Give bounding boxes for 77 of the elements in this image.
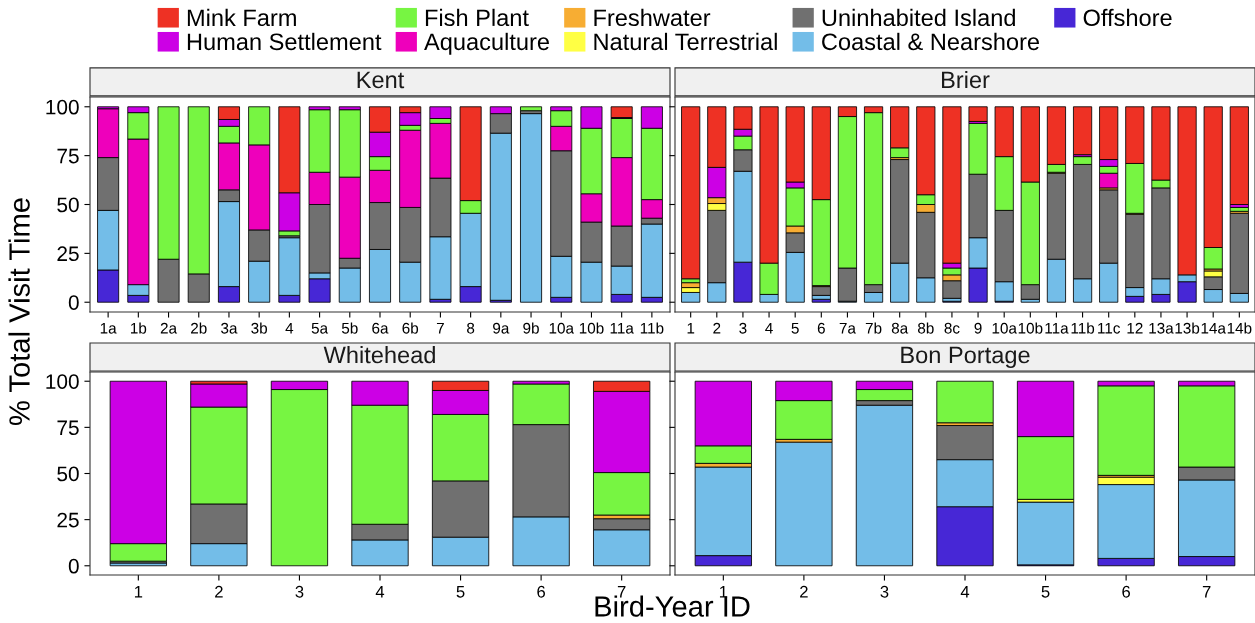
x-tick-label: 3a [221, 322, 238, 334]
x-tick-label: 12 [1127, 322, 1143, 334]
x-tick-label: 13a [1149, 322, 1174, 334]
y-tick-label: 100 [46, 374, 79, 389]
x-tick-label: 8a [891, 322, 909, 334]
y-axis-title: % Total Visit Time [8, 198, 30, 426]
y-tick-label: 75 [57, 148, 79, 164]
x-tick-label: 6 [817, 322, 825, 334]
chart-title: Brier [942, 70, 990, 89]
y-tick-label: 50 [57, 197, 79, 213]
x-tick-label: 10b [579, 322, 604, 334]
x-tick-label: 7b [865, 322, 882, 334]
x-tick-label: 2 [800, 585, 808, 598]
legend-label: Mink Farm [187, 8, 296, 27]
legend-label: Fish Plant [425, 8, 529, 27]
x-tick-label: 3b [251, 322, 268, 334]
x-tick-label: 3 [295, 585, 304, 598]
x-tick-label: 9b [523, 322, 539, 334]
y-tick-label: 0 [68, 295, 79, 310]
x-tick-label: 2 [713, 322, 721, 334]
x-tick-label: 2a [160, 322, 178, 334]
x-tick-label: 11b [640, 322, 664, 334]
x-tick-label: 4 [375, 586, 385, 598]
x-tick-label: 3 [739, 322, 747, 334]
x-tick-label: 10a [549, 322, 574, 334]
x-tick-label: 5 [456, 586, 465, 598]
x-tick-label: 8b [917, 322, 934, 334]
x-tick-label: 4 [765, 322, 773, 334]
chart-title: Bon Portage [901, 346, 1030, 368]
x-tick-label: 1a [100, 322, 117, 334]
x-tick-label: 9a [493, 322, 510, 334]
x-tick-label: 14a [1201, 322, 1226, 334]
x-tick-label: 8 [467, 322, 475, 334]
x-tick-label: 11a [1045, 322, 1069, 334]
x-tick-label: 5a [311, 322, 329, 334]
x-tick-label: 4 [960, 586, 970, 598]
x-tick-label: 2b [191, 322, 207, 334]
chart-title: Kent [357, 71, 405, 89]
y-tick-label: 100 [46, 99, 79, 115]
x-tick-label: 8c [944, 322, 960, 334]
legend-label: Freshwater [594, 8, 711, 27]
x-tick-label: 7a [839, 322, 856, 334]
y-tick-label: 25 [57, 512, 79, 528]
x-tick-label: 11b [1071, 322, 1095, 334]
x-tick-label: 10b [1018, 322, 1043, 334]
x-tick-label: 11a [610, 322, 634, 334]
legend-label: Uninhabited Island [822, 8, 1015, 27]
x-tick-label: 7 [1202, 586, 1211, 598]
y-tick-label: 25 [57, 246, 79, 262]
x-tick-label: 5 [1041, 586, 1050, 598]
x-tick-label: 1 [134, 586, 143, 598]
x-tick-label: 6a [372, 322, 389, 334]
x-tick-label: 5b [341, 322, 358, 334]
y-tick-label: 0 [68, 558, 79, 574]
x-tick-label: 6 [537, 585, 546, 598]
x-tick-label: 3 [880, 585, 889, 598]
y-tick-label: 75 [57, 420, 79, 436]
legend-label: Human Settlement [187, 32, 382, 51]
x-tick-label: 6b [402, 322, 419, 334]
legend-label: Offshore [1083, 8, 1172, 27]
x-tick-label: 11c [1098, 322, 1121, 334]
x-tick-label: 1 [687, 322, 695, 334]
y-tick-label: 50 [57, 466, 79, 482]
x-tick-label: 6 [1122, 585, 1131, 598]
x-tick-label: 14b [1227, 322, 1252, 334]
x-tick-label: 7 [436, 322, 444, 334]
legend-label: Coastal & Nearshore [822, 32, 1039, 51]
chart-title: Whitehead [323, 345, 435, 364]
x-tick-label: 9 [974, 322, 982, 334]
legend-label: Aquaculture [424, 32, 549, 55]
x-tick-label: 10a [992, 322, 1017, 334]
x-tick-label: 5 [791, 322, 799, 334]
x-tick-label: 4 [285, 322, 294, 334]
legend-label: Natural Terrestrial [594, 32, 777, 51]
x-tick-label: 2 [215, 585, 223, 598]
x-tick-label: 13b [1175, 322, 1200, 334]
x-tick-label: 1b [131, 322, 147, 334]
